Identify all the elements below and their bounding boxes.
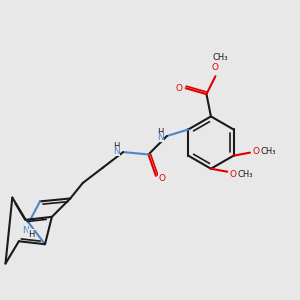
Text: O: O: [176, 84, 183, 93]
Text: H: H: [113, 142, 120, 151]
Text: O: O: [230, 169, 237, 178]
Text: N: N: [113, 147, 120, 156]
Text: CH₃: CH₃: [213, 53, 229, 62]
Text: O: O: [159, 174, 166, 183]
Text: O: O: [252, 147, 260, 156]
Text: H: H: [28, 230, 35, 238]
Text: N: N: [22, 226, 28, 235]
Text: H: H: [157, 128, 164, 137]
Text: O: O: [212, 64, 219, 73]
Text: N: N: [157, 133, 164, 142]
Text: CH₃: CH₃: [261, 147, 276, 156]
Text: CH₃: CH₃: [238, 169, 254, 178]
